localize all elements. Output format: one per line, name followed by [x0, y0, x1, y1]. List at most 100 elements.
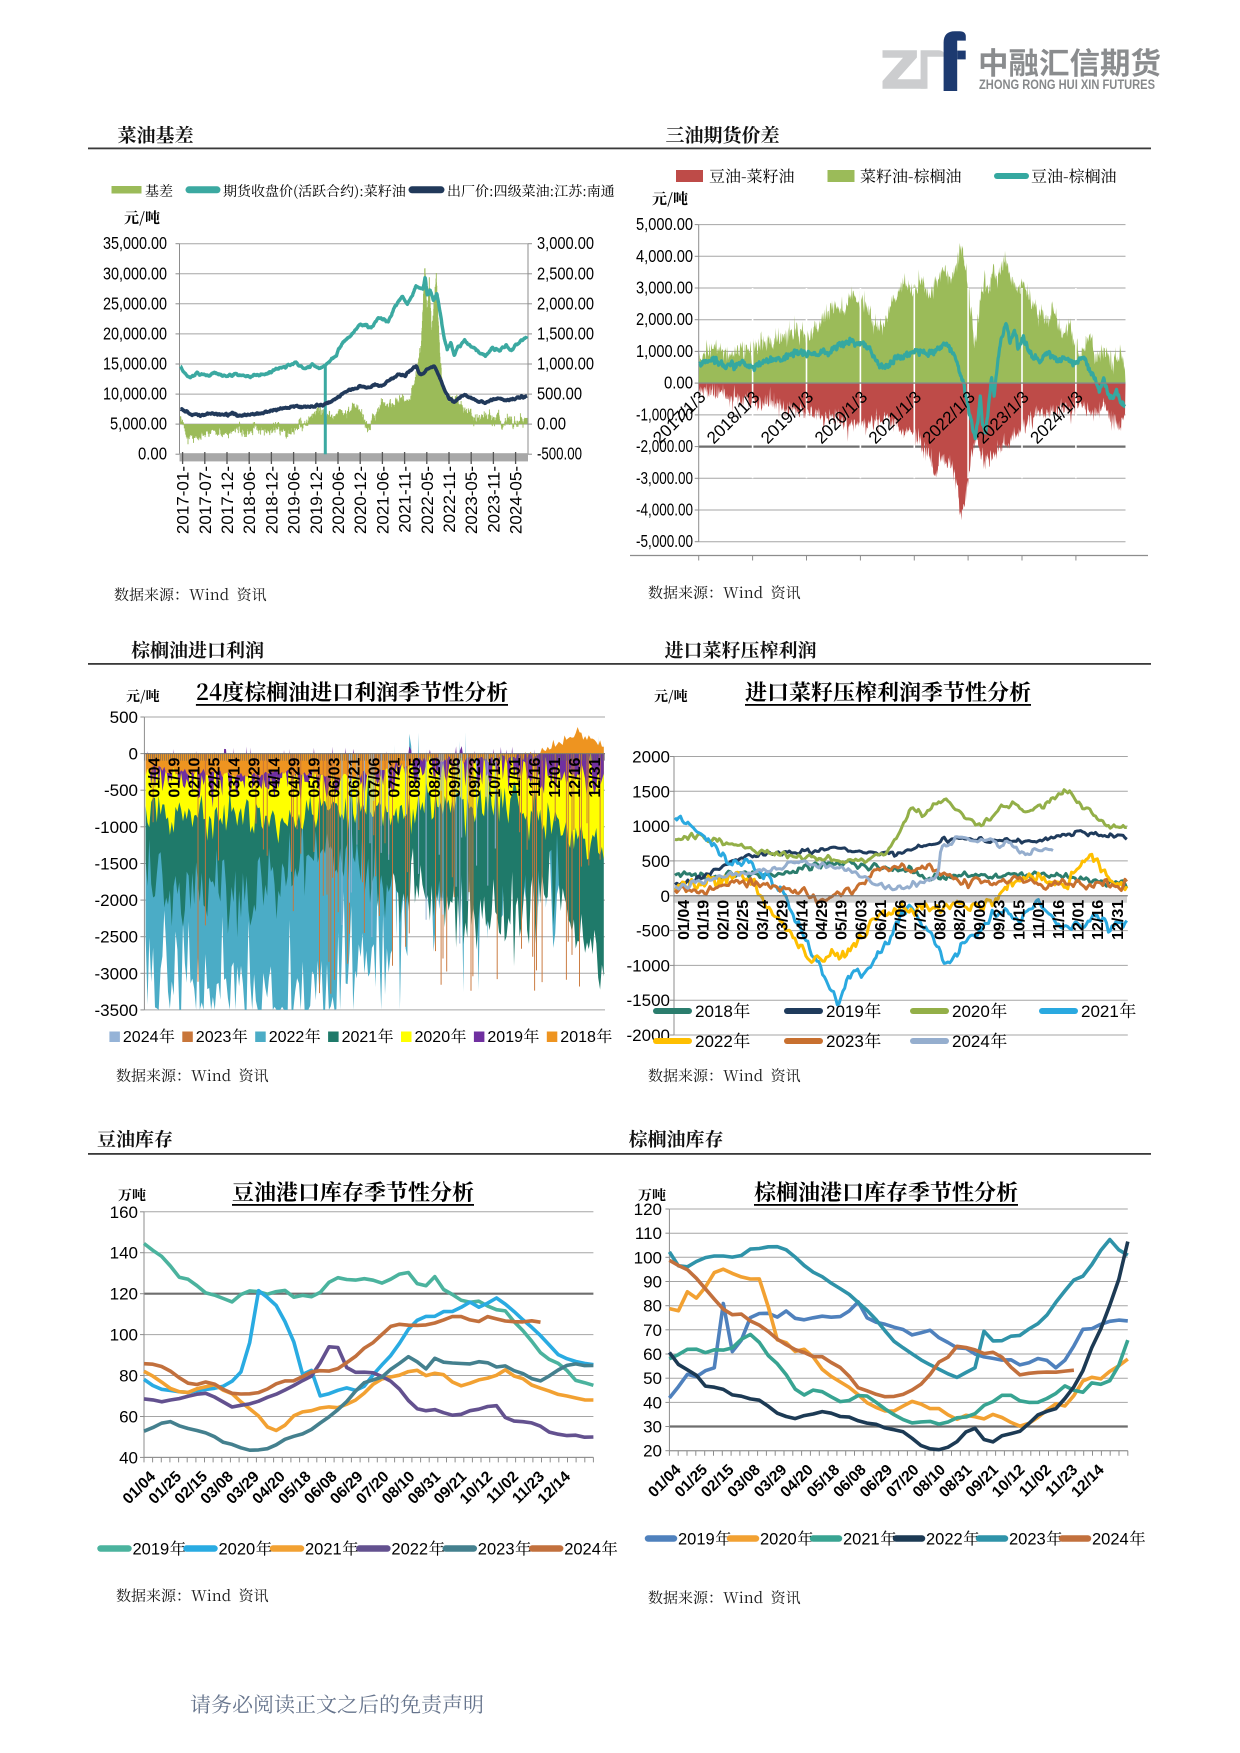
- svg-text:ZHONG RONG HUI XIN FUTURES: ZHONG RONG HUI XIN FUTURES: [979, 77, 1155, 92]
- svg-text:2021: 2021: [305, 1541, 342, 1559]
- svg-text:2024: 2024: [952, 1032, 990, 1051]
- svg-text:11/01: 11/01: [507, 757, 524, 796]
- svg-text:500.00: 500.00: [537, 384, 582, 404]
- svg-text:2018: 2018: [560, 1029, 596, 1046]
- svg-text:2021: 2021: [1081, 1002, 1119, 1021]
- svg-text:1,500.00: 1,500.00: [537, 323, 594, 343]
- svg-text:02/10: 02/10: [187, 758, 204, 798]
- svg-text:1,000.00: 1,000.00: [636, 341, 693, 361]
- svg-text:-3000: -3000: [95, 964, 138, 983]
- svg-text:-2000: -2000: [95, 891, 138, 910]
- svg-text:3,000.00: 3,000.00: [537, 233, 594, 253]
- svg-text:-1500: -1500: [627, 991, 670, 1010]
- svg-text:10/15: 10/15: [487, 758, 504, 798]
- svg-text:09/23: 09/23: [467, 758, 484, 798]
- svg-text:2020-06-: 2020-06-: [329, 466, 348, 534]
- svg-text:12/16: 12/16: [567, 758, 584, 798]
- svg-text:0.00: 0.00: [537, 414, 566, 434]
- svg-text:2019-12-: 2019-12-: [307, 466, 326, 534]
- svg-text:2024: 2024: [564, 1541, 601, 1559]
- svg-text:07/06: 07/06: [893, 900, 910, 940]
- svg-text:2,500.00: 2,500.00: [537, 263, 594, 283]
- svg-text:07/21: 07/21: [913, 900, 930, 940]
- svg-text:0: 0: [129, 745, 138, 764]
- svg-text:5,000.00: 5,000.00: [636, 214, 693, 234]
- svg-text:11/01: 11/01: [1031, 900, 1048, 939]
- svg-text:12/01: 12/01: [547, 758, 564, 798]
- svg-text:-4,000.00: -4,000.00: [636, 500, 693, 520]
- svg-text:5,000.00: 5,000.00: [110, 414, 167, 434]
- svg-text:2021-06-: 2021-06-: [373, 466, 392, 534]
- svg-text:2022-11-: 2022-11-: [440, 466, 459, 533]
- svg-text:04/29: 04/29: [287, 758, 304, 798]
- svg-text:1500: 1500: [632, 782, 670, 801]
- svg-text:20,000.00: 20,000.00: [103, 323, 167, 343]
- svg-text:02/10: 02/10: [715, 900, 732, 940]
- svg-text:2018-06-: 2018-06-: [240, 466, 259, 534]
- svg-text:09/23: 09/23: [992, 900, 1009, 940]
- svg-text:2017-07-: 2017-07-: [196, 466, 215, 534]
- svg-text:03/14: 03/14: [227, 758, 244, 798]
- svg-text:30: 30: [643, 1418, 662, 1437]
- svg-text:10/15: 10/15: [1011, 900, 1028, 940]
- svg-text:1,000.00: 1,000.00: [537, 354, 594, 374]
- svg-text:2022: 2022: [695, 1032, 733, 1051]
- svg-text:30,000.00: 30,000.00: [103, 263, 167, 283]
- svg-text:2019: 2019: [133, 1541, 170, 1559]
- svg-text:2020: 2020: [219, 1541, 256, 1559]
- svg-text:0.00: 0.00: [664, 373, 693, 393]
- svg-text:2022: 2022: [269, 1029, 305, 1046]
- svg-text:2023: 2023: [196, 1029, 232, 1046]
- svg-text:2024-05-: 2024-05-: [507, 466, 526, 534]
- svg-text:15,000.00: 15,000.00: [103, 354, 167, 374]
- svg-text:100: 100: [110, 1326, 138, 1345]
- svg-text:04/14: 04/14: [794, 900, 811, 940]
- svg-text:12/16: 12/16: [1090, 900, 1107, 940]
- svg-text:01/19: 01/19: [696, 900, 713, 940]
- svg-text:0: 0: [661, 887, 670, 906]
- svg-text:100: 100: [634, 1248, 662, 1267]
- svg-text:2020: 2020: [415, 1029, 451, 1046]
- svg-text:40: 40: [643, 1393, 662, 1412]
- svg-text:160: 160: [110, 1203, 138, 1222]
- svg-text:-500: -500: [104, 781, 138, 800]
- svg-text:2020: 2020: [952, 1002, 990, 1021]
- svg-text:-2,000.00: -2,000.00: [636, 436, 693, 456]
- svg-text:40: 40: [119, 1448, 138, 1467]
- svg-text:05/19: 05/19: [834, 900, 851, 940]
- svg-text:11/16: 11/16: [527, 757, 544, 796]
- svg-text:2019: 2019: [678, 1531, 715, 1549]
- svg-text:12/31: 12/31: [587, 758, 604, 798]
- svg-text:2023: 2023: [826, 1032, 864, 1051]
- svg-text:08/20: 08/20: [427, 758, 444, 798]
- svg-text:2021: 2021: [843, 1531, 880, 1549]
- svg-text:2,000.00: 2,000.00: [537, 293, 594, 313]
- svg-text:500: 500: [110, 708, 138, 727]
- svg-text:03/29: 03/29: [775, 900, 792, 940]
- svg-text:60: 60: [643, 1345, 662, 1364]
- svg-text:02/25: 02/25: [207, 758, 224, 798]
- svg-text:-3500: -3500: [95, 1001, 138, 1020]
- svg-text:120: 120: [110, 1285, 138, 1304]
- svg-text:09/06: 09/06: [972, 900, 989, 940]
- svg-text:2019-06-: 2019-06-: [285, 466, 304, 534]
- svg-text:0.00: 0.00: [138, 444, 167, 464]
- svg-text:2017-12-: 2017-12-: [218, 466, 237, 534]
- svg-text:-500.00: -500.00: [537, 444, 582, 464]
- svg-text:90: 90: [643, 1273, 662, 1292]
- svg-text:110: 110: [635, 1224, 662, 1243]
- svg-text:120: 120: [634, 1200, 662, 1219]
- svg-text:2021-11-: 2021-11-: [396, 466, 415, 533]
- svg-text:50: 50: [643, 1369, 662, 1388]
- svg-text:35,000.00: 35,000.00: [103, 233, 167, 253]
- svg-text:01/04: 01/04: [146, 758, 163, 798]
- svg-text:08/05: 08/05: [407, 758, 424, 798]
- svg-text:06/03: 06/03: [854, 900, 871, 940]
- svg-text:10,000.00: 10,000.00: [103, 384, 167, 404]
- svg-text:2023-11-: 2023-11-: [484, 466, 503, 533]
- svg-text:2023: 2023: [1009, 1531, 1046, 1549]
- svg-text:08/20: 08/20: [952, 900, 969, 940]
- svg-text:-5,000.00: -5,000.00: [636, 531, 693, 551]
- svg-text:06/21: 06/21: [873, 900, 890, 940]
- svg-text:11/16: 11/16: [1051, 900, 1068, 939]
